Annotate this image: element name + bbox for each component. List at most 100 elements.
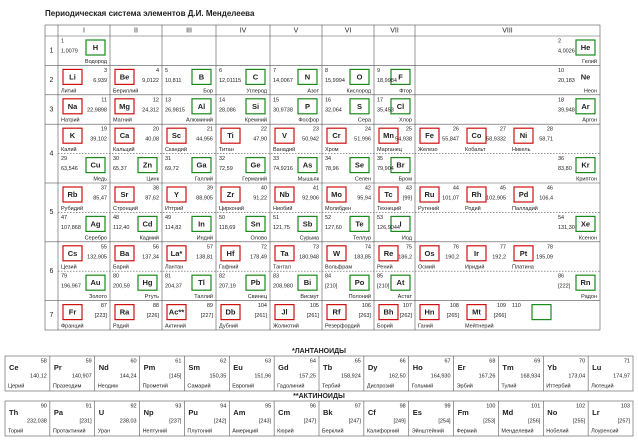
- period-number: 1: [50, 48, 54, 55]
- element-number: 30: [113, 156, 119, 162]
- element-symbol: Fr: [69, 308, 77, 317]
- symbol-frame: [378, 304, 399, 321]
- element-name: Самарий: [187, 382, 210, 389]
- table-border: [44, 24, 601, 331]
- element-mass: 92,906: [302, 195, 319, 201]
- element-mass: 238,03: [120, 418, 137, 424]
- element-name: Жолиотий: [273, 322, 299, 329]
- element-symbol: Na: [68, 102, 78, 111]
- element-symbol: Li: [69, 72, 76, 81]
- symbol-frame: [326, 127, 347, 144]
- element-name: Ниобий: [273, 205, 292, 212]
- title: Периодическая система элементов Д.И. Мен…: [45, 9, 255, 18]
- element-mass: 208,980: [273, 284, 293, 290]
- element-name: Торий: [8, 427, 23, 434]
- element-mass: [247]: [304, 418, 317, 424]
- element-number: 44: [453, 185, 459, 191]
- element-number: 93: [175, 403, 181, 409]
- element-number: 65: [355, 358, 361, 364]
- element-number: 99: [444, 403, 450, 409]
- element-number: 66: [400, 358, 406, 364]
- element-symbol: Br: [396, 161, 404, 170]
- element-mass: 39,102: [90, 137, 107, 143]
- symbol-frame: [137, 215, 158, 232]
- element-symbol: As: [303, 161, 313, 170]
- symbol-frame: [466, 304, 487, 321]
- element-name: Радон: [581, 294, 597, 300]
- element-mass: [243]: [259, 418, 272, 424]
- element-mass: 126,9044: [377, 225, 400, 231]
- element-mass: 180,948: [299, 254, 319, 260]
- element-symbol: Pa: [54, 408, 64, 417]
- element-symbol: Eu: [233, 363, 243, 372]
- element-name: Борий: [377, 322, 393, 329]
- series-title: *ЛАНТАНОИДЫ: [292, 348, 346, 355]
- group-header: VI: [345, 27, 352, 34]
- element-symbol: Xe: [581, 219, 590, 228]
- element-symbol: Kr: [581, 161, 589, 170]
- element-mass: 9,0122: [142, 78, 159, 84]
- symbol-frame: [390, 98, 411, 115]
- element-mass: 47,90: [253, 137, 267, 143]
- element-symbol: Lr: [592, 408, 600, 417]
- element-number: 28: [547, 127, 553, 133]
- element-number: 16: [325, 97, 331, 103]
- symbol-frame: [419, 186, 440, 203]
- symbol-frame: [575, 39, 596, 56]
- element-name: Плутоний: [187, 427, 212, 434]
- element-name: Бериллий: [113, 87, 138, 94]
- element-name: Хлор: [399, 118, 412, 124]
- element-name: Нептуний: [143, 427, 168, 434]
- element-number: 15: [273, 97, 279, 103]
- element-symbol: Ga: [196, 161, 207, 170]
- symbol-frame: [349, 215, 370, 232]
- element-mass: 40,08: [145, 137, 159, 143]
- element-mass: 88,905: [196, 195, 213, 201]
- element-mass: 232,038: [27, 418, 47, 424]
- element-name: Мейтнерий: [465, 322, 494, 329]
- element-symbol: S: [357, 102, 362, 111]
- element-number: 13: [165, 97, 171, 103]
- element-symbol: Cd: [143, 219, 153, 228]
- element-name: Нобелий: [546, 427, 568, 434]
- element-name: Празеодим: [53, 383, 82, 389]
- element-mass: 173,04: [568, 373, 585, 379]
- element-name: Ванадий: [273, 146, 295, 153]
- element-mass: 78,96: [325, 166, 339, 172]
- element-mass: 195,09: [536, 254, 553, 260]
- symbol-frame: [220, 304, 241, 321]
- element-symbol: Be: [120, 72, 130, 81]
- group-header: VII: [390, 27, 399, 34]
- element-mass: 30,9738: [273, 107, 293, 113]
- symbol-frame: [137, 157, 158, 174]
- element-number: 42: [365, 185, 371, 191]
- element-symbol: Es: [413, 408, 422, 417]
- element-mass: [231]: [79, 418, 92, 424]
- element-number: 73: [313, 244, 319, 250]
- element-mass: 138,81: [196, 254, 213, 260]
- symbol-frame: [297, 274, 318, 291]
- element-mass: [242]: [214, 418, 227, 424]
- element-symbol: Cu: [91, 161, 101, 170]
- element-symbol: Am: [233, 408, 245, 417]
- element-symbol: Co: [472, 131, 482, 140]
- element-mass: 200,59: [113, 284, 130, 290]
- element-name: Фтор: [399, 88, 412, 94]
- element-number: 86: [558, 274, 564, 280]
- element-name: Бром: [398, 176, 412, 182]
- symbol-frame: [245, 157, 266, 174]
- element-number: 92: [130, 403, 136, 409]
- element-name: Никель: [512, 147, 531, 153]
- symbol-frame: [220, 245, 241, 262]
- element-mass: 54,938: [395, 137, 412, 143]
- element-name: Европий: [232, 382, 254, 389]
- symbol-frame: [297, 98, 318, 115]
- symbol-frame: [349, 68, 370, 86]
- element-name: Кремний: [245, 117, 267, 124]
- element-name: Золото: [89, 294, 107, 300]
- element-mass: 83,80: [558, 166, 572, 172]
- symbol-frame: [575, 215, 596, 232]
- element-name: Железо: [418, 147, 438, 153]
- element-name: Аргон: [582, 118, 597, 124]
- symbol-frame: [245, 215, 266, 232]
